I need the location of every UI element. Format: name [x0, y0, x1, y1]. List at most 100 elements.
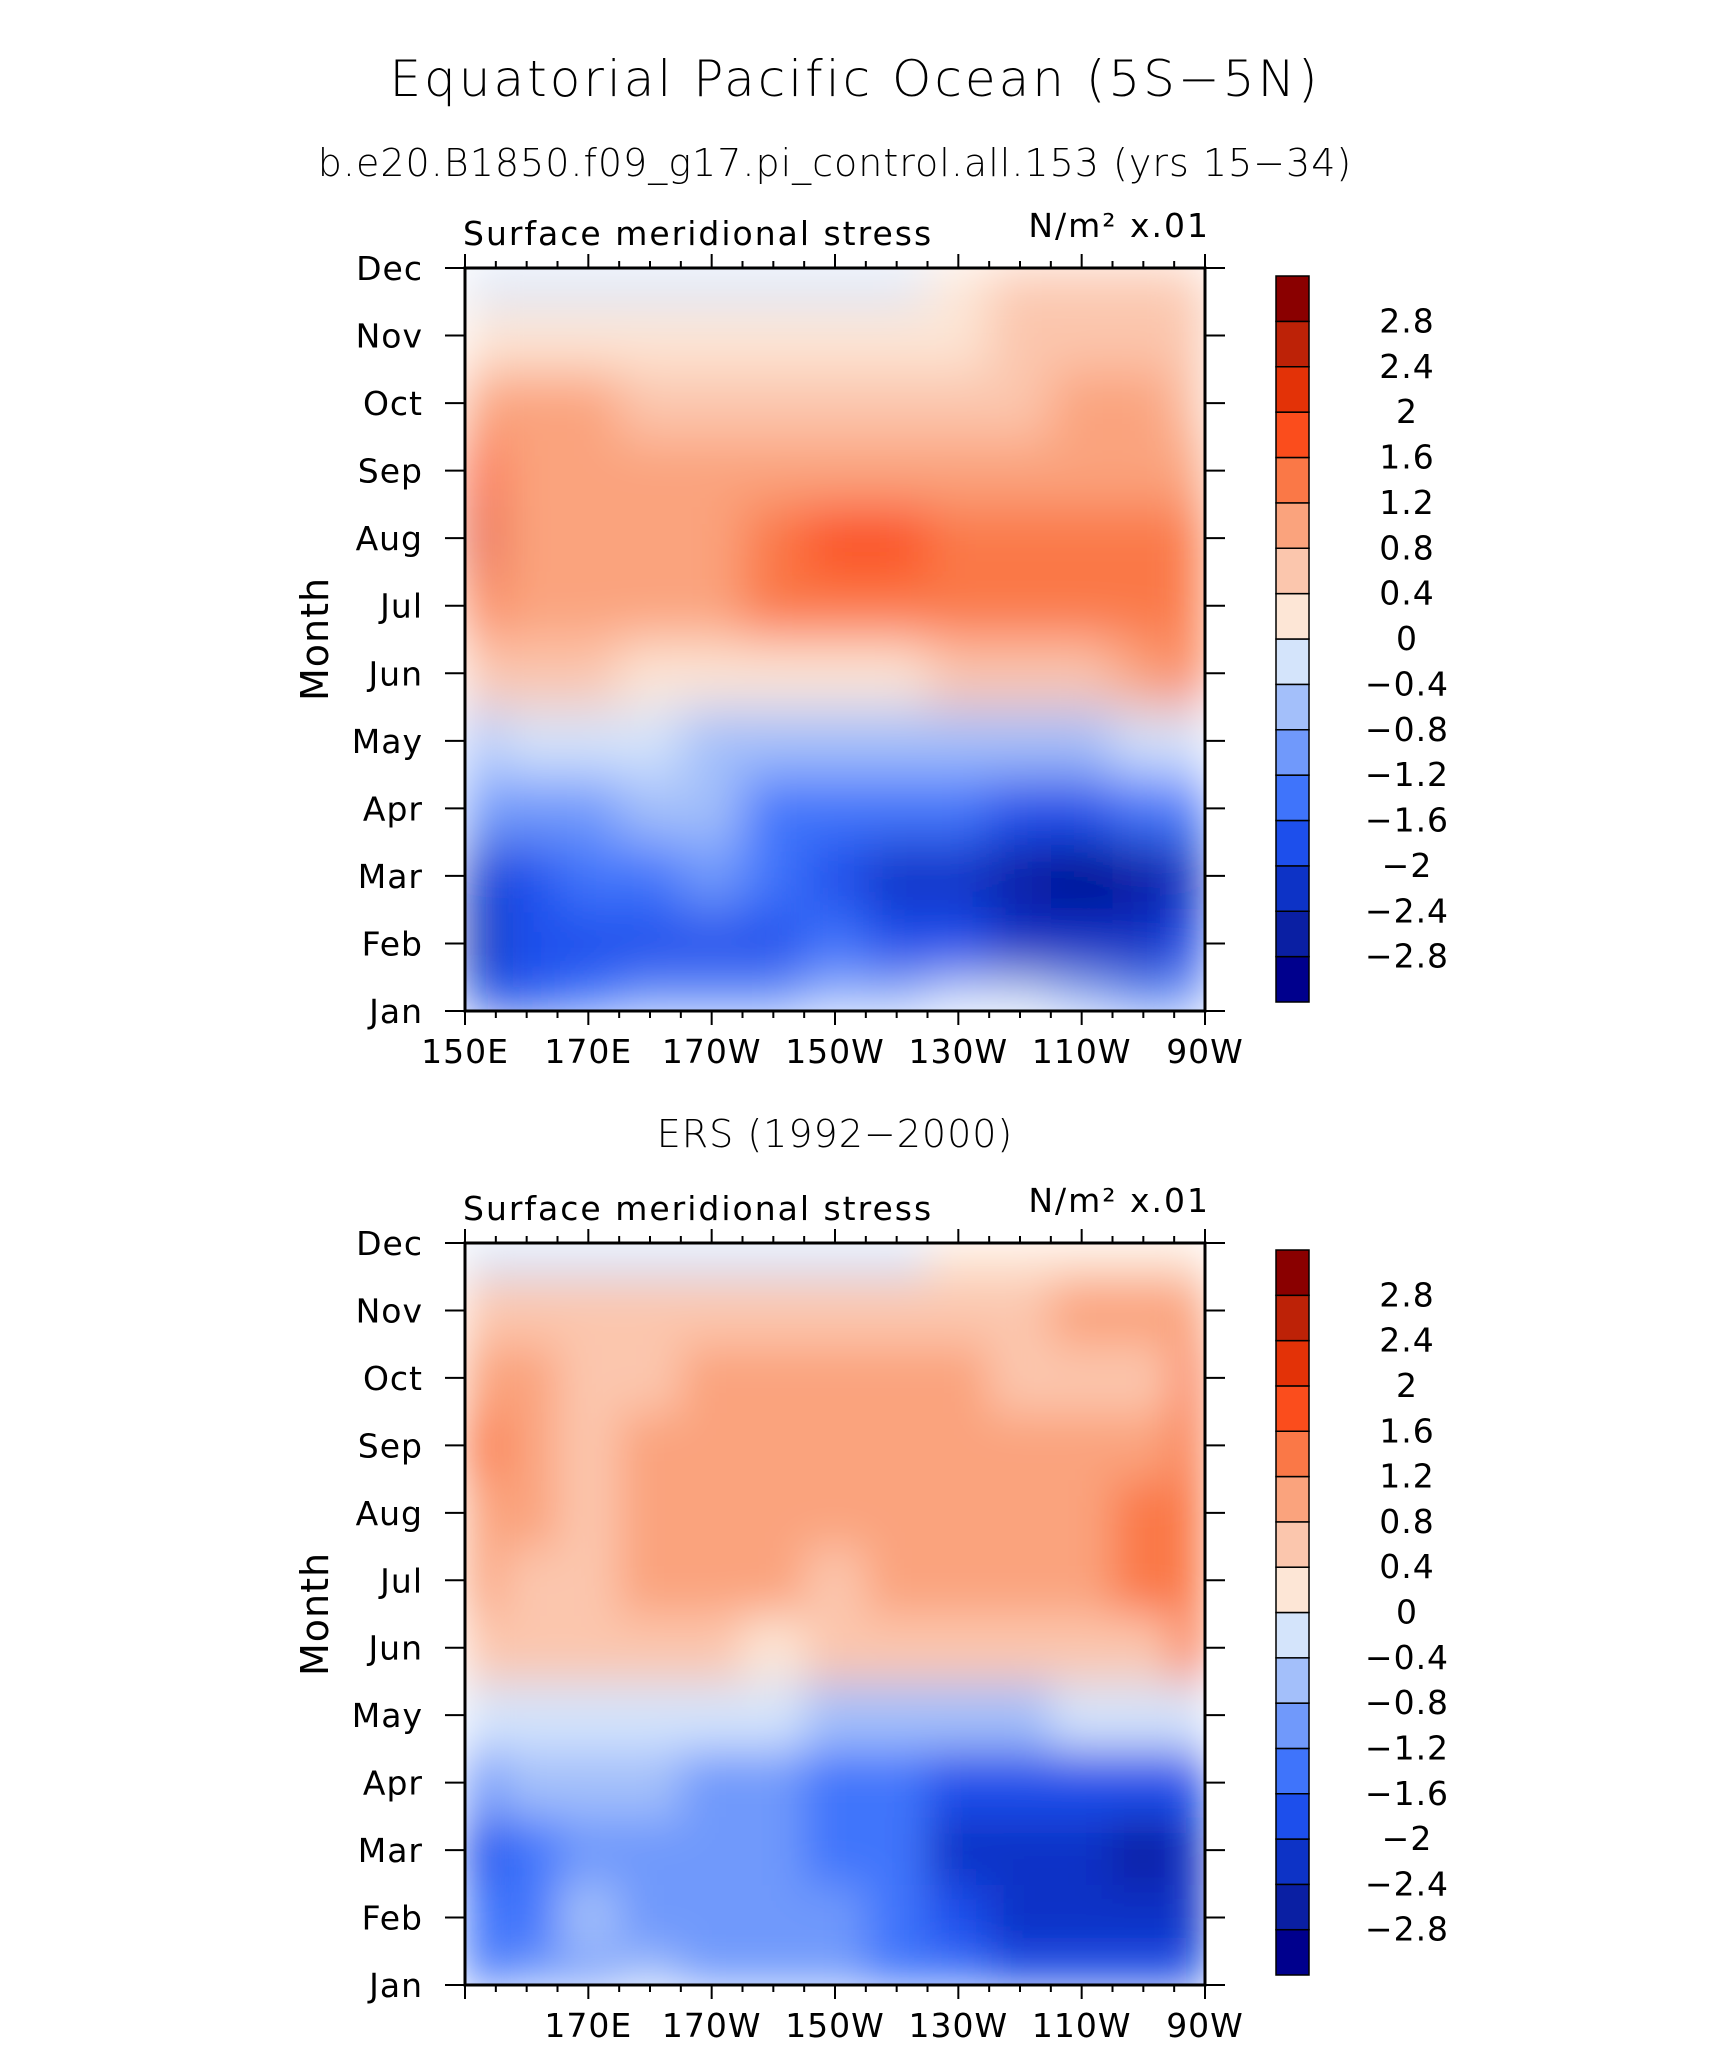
heatmap-cell	[557, 1276, 621, 1346]
colorbar-box	[1275, 1657, 1310, 1704]
heatmap-cell	[557, 1951, 621, 1985]
heatmap-cell	[927, 774, 991, 844]
y-tick-label: Oct	[363, 1359, 423, 1398]
heatmap-cell	[927, 1748, 991, 1818]
heatmap-cell	[465, 1479, 504, 1548]
colorbar-box	[1275, 1339, 1310, 1387]
colorbar-label: 2.8	[1379, 301, 1434, 340]
heatmap-cell	[495, 268, 559, 304]
heatmap-cell	[495, 842, 559, 912]
y-tick-label: Jun	[366, 654, 423, 693]
heatmap-cell	[1174, 1546, 1205, 1616]
y-axis-1: Jan Feb Mar Apr May Jun Jul Aug Sep Oct Nov Dec	[352, 249, 1225, 1031]
heatmap-cell	[680, 1681, 744, 1751]
heatmap-cell	[865, 977, 929, 1011]
heatmap-cell	[1174, 1243, 1205, 1279]
heatmap-cell	[502, 1614, 559, 1683]
heatmap-cell	[465, 909, 498, 979]
right-string-2: N/m² x.01	[1028, 1181, 1210, 1220]
colorbar-label: −2.4	[1365, 1864, 1449, 1903]
heatmap-cell	[1112, 1951, 1176, 1985]
heatmap-cell	[619, 1546, 683, 1616]
heatmap-cell	[465, 1243, 504, 1279]
heatmap-cell	[865, 1951, 929, 1985]
heatmap-cell	[1050, 774, 1114, 844]
colorbar-box	[1275, 1928, 1310, 1976]
heatmap-cell	[1174, 1344, 1205, 1413]
colorbar-box	[1275, 683, 1310, 731]
heatmap-cell	[742, 1816, 806, 1886]
heatmap-cell	[502, 1479, 559, 1548]
heatmap-cell	[502, 1748, 559, 1818]
heatmap-cell	[865, 436, 929, 506]
heatmap-cell	[619, 1479, 683, 1548]
heatmap-cell	[557, 1479, 621, 1548]
heatmap-cell	[927, 1411, 991, 1481]
heatmap-cell	[1174, 707, 1205, 776]
heatmap-cell	[1050, 977, 1114, 1011]
heatmap-cell	[742, 707, 806, 776]
heatmap-cell	[927, 1276, 991, 1346]
heatmap-cell	[619, 1883, 683, 1953]
colorbar-label: 0.8	[1379, 528, 1434, 567]
heatmap-cell	[1112, 571, 1176, 641]
y-tick-label: Jun	[366, 1629, 423, 1668]
heatmap-cell	[557, 1344, 621, 1413]
heatmap-cell	[1050, 1344, 1114, 1413]
heatmap-cell	[804, 268, 868, 304]
x-tick-label: 170E	[544, 2006, 632, 2045]
heatmap-cell	[502, 1816, 559, 1886]
heatmap-cell	[619, 842, 683, 912]
heatmap-cell	[1050, 1681, 1114, 1751]
heatmap-cell	[1174, 1883, 1205, 1953]
heatmap-cell	[742, 909, 806, 979]
colorbar-label: −0.8	[1365, 710, 1449, 749]
heatmap-cell	[680, 1883, 744, 1953]
colorbar-label: 2	[1396, 392, 1418, 431]
heatmap-cell	[1050, 707, 1114, 776]
y-tick-label: Apr	[363, 1764, 423, 1803]
heatmap-cell	[1112, 301, 1176, 371]
heatmap-cell	[557, 571, 621, 641]
heatmap-cell	[1050, 1748, 1114, 1818]
heatmap-cell	[927, 639, 991, 709]
heatmap-cell	[502, 1411, 559, 1481]
heatmap-cell	[804, 1243, 868, 1279]
heatmap-cell	[927, 1816, 991, 1886]
heatmap-cell	[989, 1951, 1053, 1985]
heatmap-cell	[927, 369, 991, 439]
heatmap-cell	[804, 369, 868, 439]
heatmap-cell	[927, 1243, 991, 1279]
x-tick-label: 150W	[785, 2006, 885, 2045]
heatmap-cell	[619, 268, 683, 304]
heatmap-cell	[557, 504, 621, 574]
heatmap-cell	[680, 1614, 744, 1683]
heatmap-cell	[557, 1748, 621, 1818]
colorbar-label: −1.2	[1365, 1728, 1449, 1767]
colorbar-label: 1.2	[1379, 483, 1434, 522]
heatmap-cell	[1112, 436, 1176, 506]
heatmap-cell	[927, 504, 991, 574]
y-tick-label: May	[352, 1696, 423, 1735]
heatmap-cell	[680, 707, 744, 776]
colorbar-box	[1275, 819, 1310, 867]
heatmap-cell	[804, 1479, 868, 1548]
panel-1: Surface meridional stress N/m² x.01 Mont…	[293, 206, 1243, 1071]
heatmap-cell	[1050, 1546, 1114, 1616]
heatmap-cell	[742, 369, 806, 439]
heatmap-cell	[495, 504, 559, 574]
heatmap-cell	[680, 301, 744, 371]
heatmap-cell	[989, 1883, 1053, 1953]
heatmap-cell	[1050, 909, 1114, 979]
heatmap-cell	[927, 571, 991, 641]
y-tick-label: May	[352, 722, 423, 761]
heatmap-cell	[865, 774, 929, 844]
heatmap-cell	[1112, 1614, 1176, 1683]
heatmap-cell	[680, 639, 744, 709]
heatmap-cell	[1112, 1479, 1176, 1548]
heatmap-cell	[1050, 842, 1114, 912]
heatmap-cell	[989, 842, 1053, 912]
heatmap-cell	[1112, 1411, 1176, 1481]
y-tick-label: Mar	[358, 857, 423, 896]
x-axis-1: 150E 170E 170W 150W 130W 110W 90W	[421, 254, 1243, 1071]
